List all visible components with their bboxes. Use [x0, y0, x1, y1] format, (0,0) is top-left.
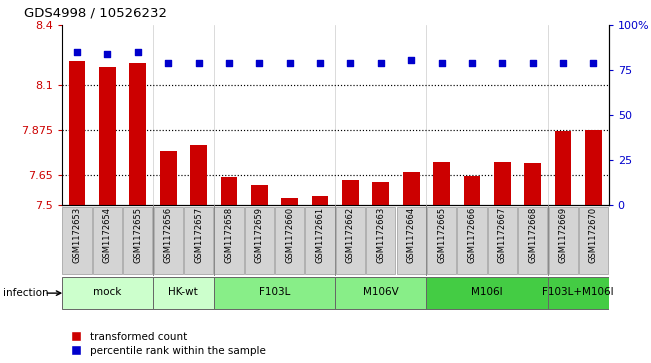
- Point: [193, 60, 204, 66]
- FancyBboxPatch shape: [214, 207, 243, 274]
- Text: GSM1172657: GSM1172657: [194, 207, 203, 263]
- Bar: [464, 176, 480, 205]
- Bar: [555, 131, 572, 205]
- Bar: [281, 198, 298, 205]
- Bar: [69, 61, 85, 205]
- Point: [102, 51, 113, 57]
- Bar: [159, 151, 176, 205]
- FancyBboxPatch shape: [367, 207, 395, 274]
- FancyBboxPatch shape: [153, 277, 214, 309]
- Text: GSM1172653: GSM1172653: [72, 207, 81, 263]
- FancyBboxPatch shape: [458, 207, 486, 274]
- FancyBboxPatch shape: [488, 207, 517, 274]
- FancyBboxPatch shape: [245, 207, 274, 274]
- Text: GSM1172669: GSM1172669: [559, 207, 568, 263]
- Text: M106V: M106V: [363, 287, 398, 297]
- FancyBboxPatch shape: [549, 207, 577, 274]
- Text: GSM1172668: GSM1172668: [528, 207, 537, 264]
- Bar: [525, 163, 541, 205]
- FancyBboxPatch shape: [62, 207, 92, 274]
- Bar: [494, 162, 510, 205]
- Text: F103L+M106I: F103L+M106I: [542, 287, 614, 297]
- Point: [376, 60, 386, 66]
- Text: GSM1172662: GSM1172662: [346, 207, 355, 263]
- FancyBboxPatch shape: [518, 207, 547, 274]
- Text: GSM1172664: GSM1172664: [407, 207, 416, 263]
- Text: GSM1172656: GSM1172656: [163, 207, 173, 263]
- Text: GSM1172659: GSM1172659: [255, 207, 264, 263]
- Text: infection: infection: [3, 288, 49, 298]
- Bar: [130, 63, 146, 205]
- Point: [72, 49, 82, 55]
- FancyBboxPatch shape: [335, 277, 426, 309]
- Text: GSM1172655: GSM1172655: [133, 207, 143, 263]
- Text: HK-wt: HK-wt: [169, 287, 199, 297]
- Point: [436, 60, 447, 66]
- Point: [284, 60, 295, 66]
- Text: GSM1172667: GSM1172667: [498, 207, 507, 264]
- Bar: [434, 162, 450, 205]
- Point: [163, 60, 173, 66]
- Text: GSM1172660: GSM1172660: [285, 207, 294, 263]
- FancyBboxPatch shape: [275, 207, 304, 274]
- FancyBboxPatch shape: [123, 207, 152, 274]
- Bar: [190, 145, 207, 205]
- Point: [558, 60, 568, 66]
- FancyBboxPatch shape: [336, 207, 365, 274]
- FancyBboxPatch shape: [214, 277, 335, 309]
- Text: GSM1172666: GSM1172666: [467, 207, 477, 264]
- FancyBboxPatch shape: [548, 277, 609, 309]
- Point: [467, 60, 477, 66]
- Point: [224, 60, 234, 66]
- Text: GSM1172670: GSM1172670: [589, 207, 598, 263]
- Point: [527, 60, 538, 66]
- Bar: [372, 182, 389, 205]
- Text: F103L: F103L: [259, 287, 290, 297]
- Bar: [585, 130, 602, 205]
- Point: [497, 60, 508, 66]
- Point: [406, 57, 417, 62]
- Text: GSM1172663: GSM1172663: [376, 207, 385, 264]
- Text: mock: mock: [93, 287, 122, 297]
- FancyBboxPatch shape: [305, 207, 335, 274]
- Bar: [251, 185, 268, 205]
- Bar: [312, 196, 329, 205]
- Text: GSM1172654: GSM1172654: [103, 207, 112, 263]
- FancyBboxPatch shape: [93, 207, 122, 274]
- Bar: [99, 68, 116, 205]
- Bar: [342, 180, 359, 205]
- FancyBboxPatch shape: [184, 207, 213, 274]
- FancyBboxPatch shape: [154, 207, 183, 274]
- Text: GSM1172665: GSM1172665: [437, 207, 446, 263]
- Text: GSM1172658: GSM1172658: [225, 207, 234, 263]
- FancyBboxPatch shape: [396, 207, 426, 274]
- Point: [589, 60, 599, 66]
- Point: [315, 60, 326, 66]
- FancyBboxPatch shape: [427, 207, 456, 274]
- Point: [254, 60, 264, 66]
- Text: M106I: M106I: [471, 287, 503, 297]
- Bar: [221, 177, 237, 205]
- Point: [133, 49, 143, 55]
- Bar: [403, 172, 419, 205]
- Text: GSM1172661: GSM1172661: [316, 207, 325, 263]
- Point: [345, 60, 355, 66]
- Legend: transformed count, percentile rank within the sample: transformed count, percentile rank withi…: [67, 328, 270, 360]
- FancyBboxPatch shape: [426, 277, 548, 309]
- Text: GDS4998 / 10526232: GDS4998 / 10526232: [23, 6, 167, 19]
- FancyBboxPatch shape: [62, 277, 153, 309]
- FancyBboxPatch shape: [579, 207, 608, 274]
